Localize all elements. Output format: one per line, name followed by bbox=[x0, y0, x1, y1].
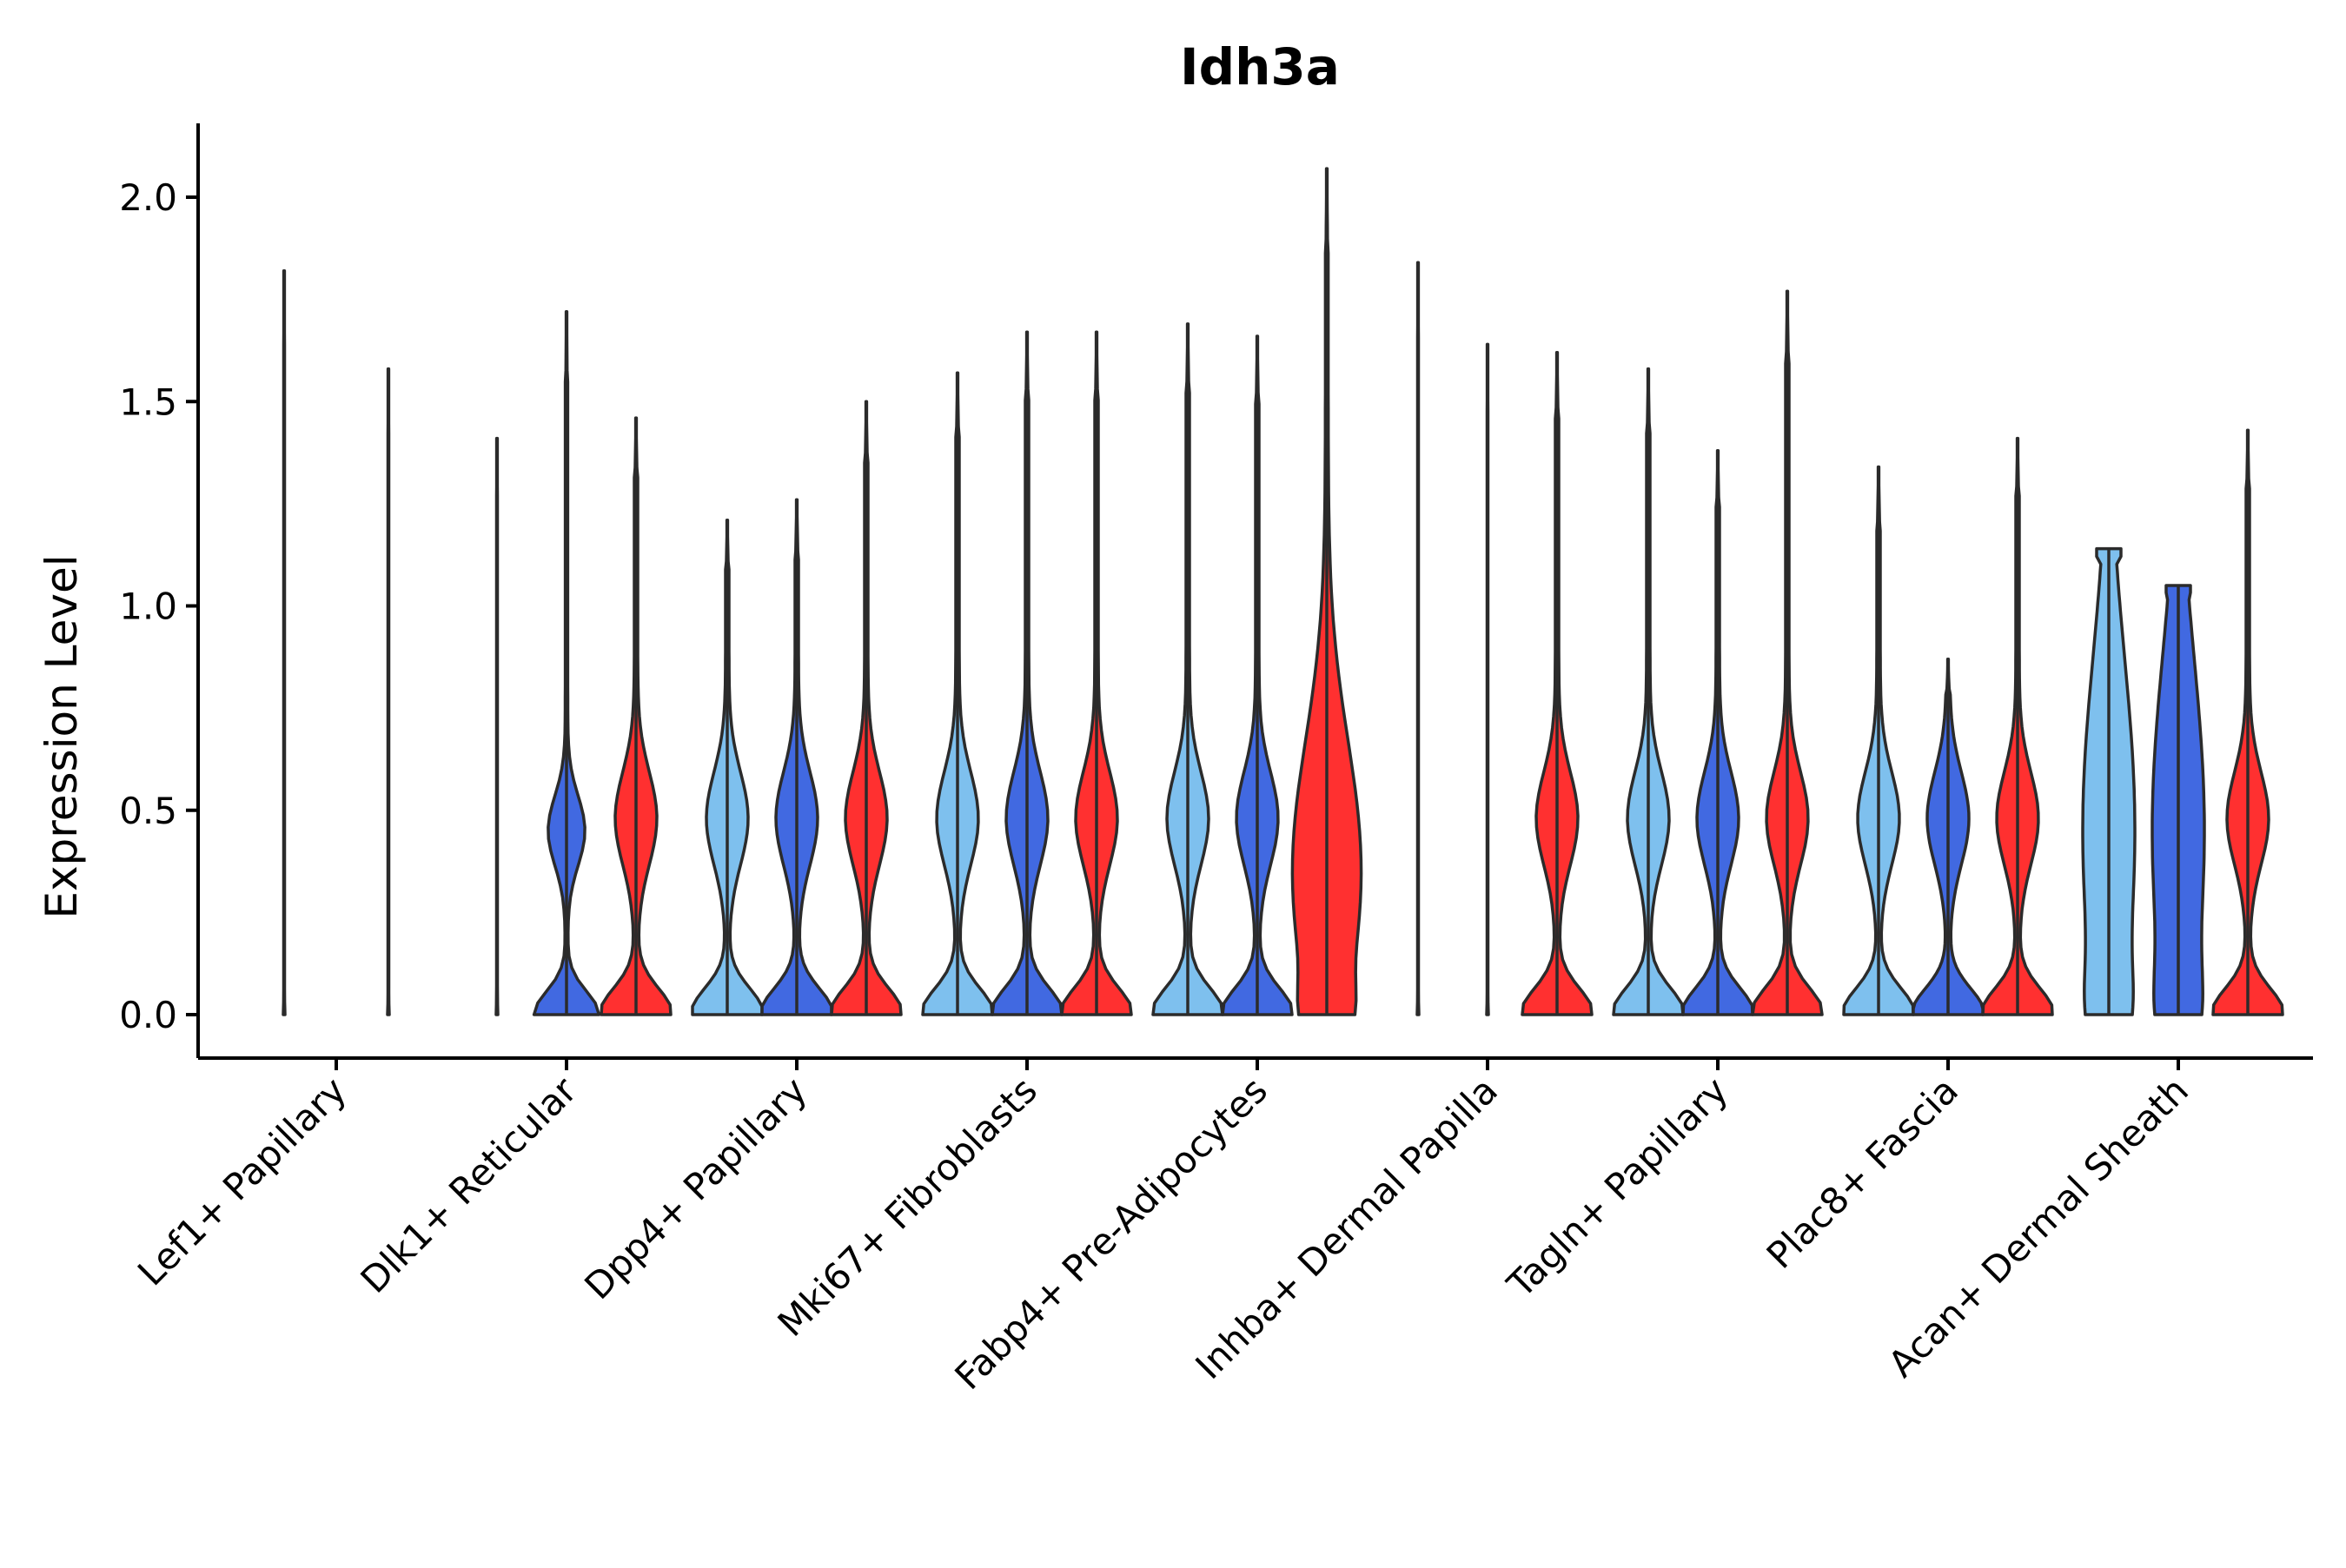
x-tick-label: Dpp4+ Papillary bbox=[576, 1068, 815, 1307]
x-tick-label: Mki67+ Fibroblasts bbox=[770, 1068, 1045, 1344]
x-tick-label: Tagln+ Papillary bbox=[1499, 1068, 1736, 1306]
y-tick-label: 1.5 bbox=[119, 380, 177, 423]
y-tick-label: 1.0 bbox=[119, 586, 177, 628]
y-axis-label: Expression Level bbox=[36, 554, 87, 918]
x-tick-label: Plac8+ Fascia bbox=[1759, 1068, 1966, 1276]
y-tick-label: 2.0 bbox=[119, 176, 177, 219]
x-tick-label: Dlk1+ Reticular bbox=[353, 1068, 586, 1301]
y-tick-label: 0.0 bbox=[119, 994, 177, 1036]
x-tick-label: Lef1+ Papillary bbox=[129, 1068, 355, 1293]
chart-title: Idh3a bbox=[1180, 37, 1340, 96]
plot-area bbox=[282, 167, 2284, 1016]
y-tick-label: 0.5 bbox=[119, 790, 177, 832]
